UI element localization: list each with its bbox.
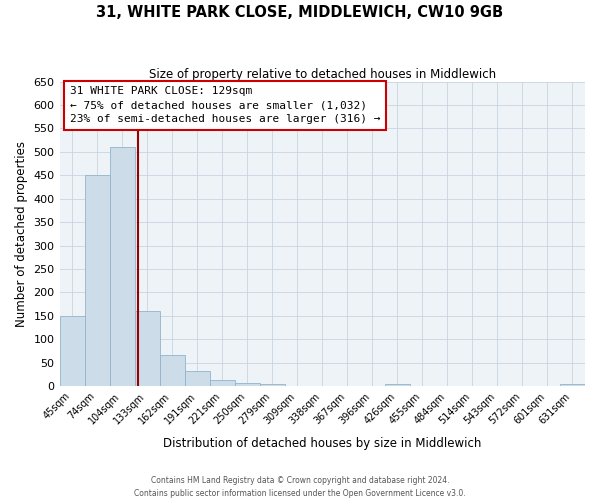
Title: Size of property relative to detached houses in Middlewich: Size of property relative to detached ho… bbox=[149, 68, 496, 80]
Bar bbox=[185, 371, 209, 386]
Text: 31 WHITE PARK CLOSE: 129sqm
← 75% of detached houses are smaller (1,032)
23% of : 31 WHITE PARK CLOSE: 129sqm ← 75% of det… bbox=[70, 86, 380, 124]
Y-axis label: Number of detached properties: Number of detached properties bbox=[15, 141, 28, 327]
Text: Contains HM Land Registry data © Crown copyright and database right 2024.
Contai: Contains HM Land Registry data © Crown c… bbox=[134, 476, 466, 498]
Bar bbox=[85, 176, 110, 386]
Text: 31, WHITE PARK CLOSE, MIDDLEWICH, CW10 9GB: 31, WHITE PARK CLOSE, MIDDLEWICH, CW10 9… bbox=[97, 5, 503, 20]
Bar bbox=[110, 147, 134, 386]
Bar bbox=[235, 382, 260, 386]
Bar bbox=[385, 384, 410, 386]
Bar bbox=[59, 316, 85, 386]
Bar bbox=[560, 384, 585, 386]
X-axis label: Distribution of detached houses by size in Middlewich: Distribution of detached houses by size … bbox=[163, 437, 481, 450]
Bar bbox=[209, 380, 235, 386]
Bar bbox=[160, 354, 185, 386]
Bar bbox=[260, 384, 285, 386]
Bar bbox=[134, 311, 160, 386]
